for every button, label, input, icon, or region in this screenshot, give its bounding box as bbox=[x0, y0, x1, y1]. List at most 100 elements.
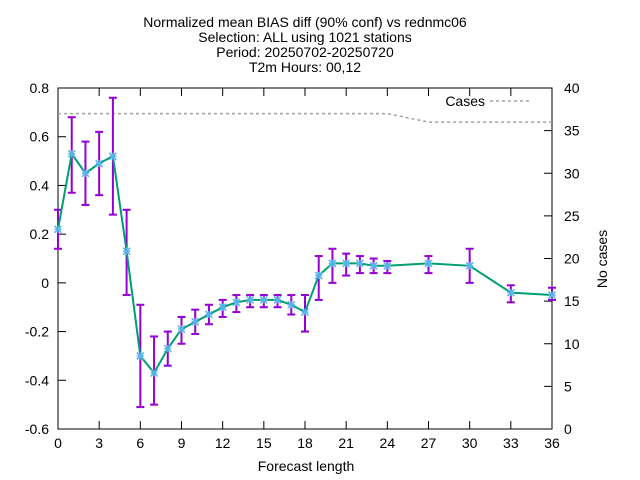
y2-tick-label: 15 bbox=[564, 293, 580, 309]
bias-point-stroke bbox=[328, 259, 337, 268]
bias-point bbox=[218, 303, 227, 312]
bias-point-stroke bbox=[259, 295, 268, 304]
legend: Cases bbox=[445, 93, 530, 109]
x-tick-label: 18 bbox=[297, 435, 313, 451]
y-tick-label: -0.2 bbox=[25, 324, 49, 340]
y2-tick-label: 35 bbox=[564, 123, 580, 139]
bias-point bbox=[53, 225, 63, 234]
chart-title-line: Selection: ALL using 1021 stations bbox=[198, 29, 412, 45]
bias-point bbox=[465, 261, 474, 270]
bias-point-stroke bbox=[204, 310, 213, 319]
bias-point-stroke bbox=[150, 368, 159, 378]
y-tick-label: 0.8 bbox=[30, 80, 50, 96]
bias-point-stroke bbox=[177, 325, 186, 334]
y2-axis-label: No cases bbox=[594, 230, 610, 288]
y2-tick-label: 10 bbox=[564, 336, 580, 352]
y2-tick-label: 20 bbox=[564, 251, 580, 267]
bias-point-stroke bbox=[383, 261, 392, 270]
bias-point-stroke bbox=[300, 308, 310, 317]
bias-point-stroke bbox=[53, 225, 63, 234]
bias-point-stroke bbox=[218, 303, 227, 312]
bias-point bbox=[150, 368, 159, 378]
bias-point bbox=[122, 247, 131, 256]
x-tick-label: 0 bbox=[54, 435, 62, 451]
bias-point bbox=[300, 308, 310, 317]
bias-point bbox=[287, 300, 296, 309]
bias-point bbox=[342, 259, 351, 268]
plot-area: 0 3 6 9 12 15 18 21 24 27 30 33 36-0.6-0.4-0.200.20.… bbox=[25, 80, 580, 451]
bias-point bbox=[177, 325, 186, 334]
bias-line bbox=[57, 151, 553, 375]
bias-point bbox=[163, 344, 172, 353]
bias-point-stroke bbox=[355, 259, 364, 268]
bias-point-stroke bbox=[67, 149, 76, 158]
x-axis-label: Forecast length bbox=[258, 458, 355, 474]
x-tick-label: 12 bbox=[215, 435, 231, 451]
bias-point-stroke bbox=[122, 247, 131, 256]
bias-point bbox=[273, 295, 282, 304]
y-tick-label: 0 bbox=[41, 275, 49, 291]
bias-point bbox=[383, 261, 392, 270]
chart-title-line: Period: 20250702-20250720 bbox=[216, 44, 394, 60]
bias-point bbox=[95, 159, 104, 168]
bias-point-stroke bbox=[232, 298, 241, 307]
y-tick-label: -0.6 bbox=[25, 421, 49, 437]
chart-title-line: T2m Hours: 00,12 bbox=[249, 59, 361, 75]
y2-tick-label: 30 bbox=[564, 165, 580, 181]
bias-point bbox=[355, 259, 364, 268]
bias-point-stroke bbox=[81, 169, 90, 178]
bias-point-stroke bbox=[273, 295, 282, 304]
bias-point-stroke bbox=[191, 317, 200, 326]
chart-title-line: Normalized mean BIAS diff (90% conf) vs … bbox=[143, 14, 467, 30]
bias-point-stroke bbox=[424, 259, 433, 268]
x-tick-label: 21 bbox=[338, 435, 354, 451]
bias-point-stroke bbox=[163, 344, 172, 353]
bias-point bbox=[81, 169, 90, 178]
bias-point bbox=[246, 295, 255, 304]
bias-point bbox=[314, 271, 323, 280]
x-tick-label: 27 bbox=[421, 435, 437, 451]
x-tick-label: 33 bbox=[503, 435, 519, 451]
bias-point bbox=[108, 152, 117, 161]
y-tick-label: 0.6 bbox=[30, 129, 50, 145]
bias-point bbox=[506, 288, 515, 297]
y-tick-label: 0.2 bbox=[30, 226, 50, 242]
bias-point-stroke bbox=[136, 351, 145, 360]
y-tick-label: 0.4 bbox=[30, 177, 50, 193]
bias-point-stroke bbox=[369, 261, 378, 270]
bias-point bbox=[67, 149, 76, 158]
bias-point bbox=[232, 298, 241, 307]
legend-label-cases: Cases bbox=[445, 93, 485, 109]
plot-frame bbox=[57, 87, 553, 430]
bias-point bbox=[136, 351, 145, 360]
cases-line bbox=[58, 112, 552, 123]
bias-point bbox=[191, 317, 200, 326]
bias-point bbox=[204, 310, 213, 319]
bias-point-stroke bbox=[342, 259, 351, 268]
bias-point bbox=[547, 291, 557, 300]
bias-point-stroke bbox=[314, 271, 323, 280]
x-tick-label: 30 bbox=[462, 435, 478, 451]
bias-point bbox=[328, 259, 337, 268]
bias-point-stroke bbox=[506, 288, 515, 297]
y-tick-label: -0.4 bbox=[25, 372, 49, 388]
chart-title: Normalized mean BIAS diff (90% conf) vs … bbox=[143, 14, 467, 75]
y2-tick-label: 25 bbox=[564, 208, 580, 224]
bias-point-stroke bbox=[465, 261, 474, 270]
x-tick-label: 24 bbox=[380, 435, 396, 451]
bias-point bbox=[259, 295, 268, 304]
bias-point-stroke bbox=[547, 291, 557, 300]
bias-point-stroke bbox=[95, 159, 104, 168]
x-tick-label: 36 bbox=[544, 435, 560, 451]
x-tick-label: 15 bbox=[256, 435, 272, 451]
bias-point-stroke bbox=[108, 152, 117, 161]
bias-point-stroke bbox=[246, 295, 255, 304]
x-tick-label: 3 bbox=[95, 435, 103, 451]
x-tick-label: 6 bbox=[136, 435, 144, 451]
bias-point bbox=[369, 261, 378, 270]
y2-tick-label: 0 bbox=[564, 421, 572, 437]
bias-point bbox=[424, 259, 433, 268]
y2-tick-label: 5 bbox=[564, 378, 572, 394]
x-tick-label: 9 bbox=[178, 435, 186, 451]
